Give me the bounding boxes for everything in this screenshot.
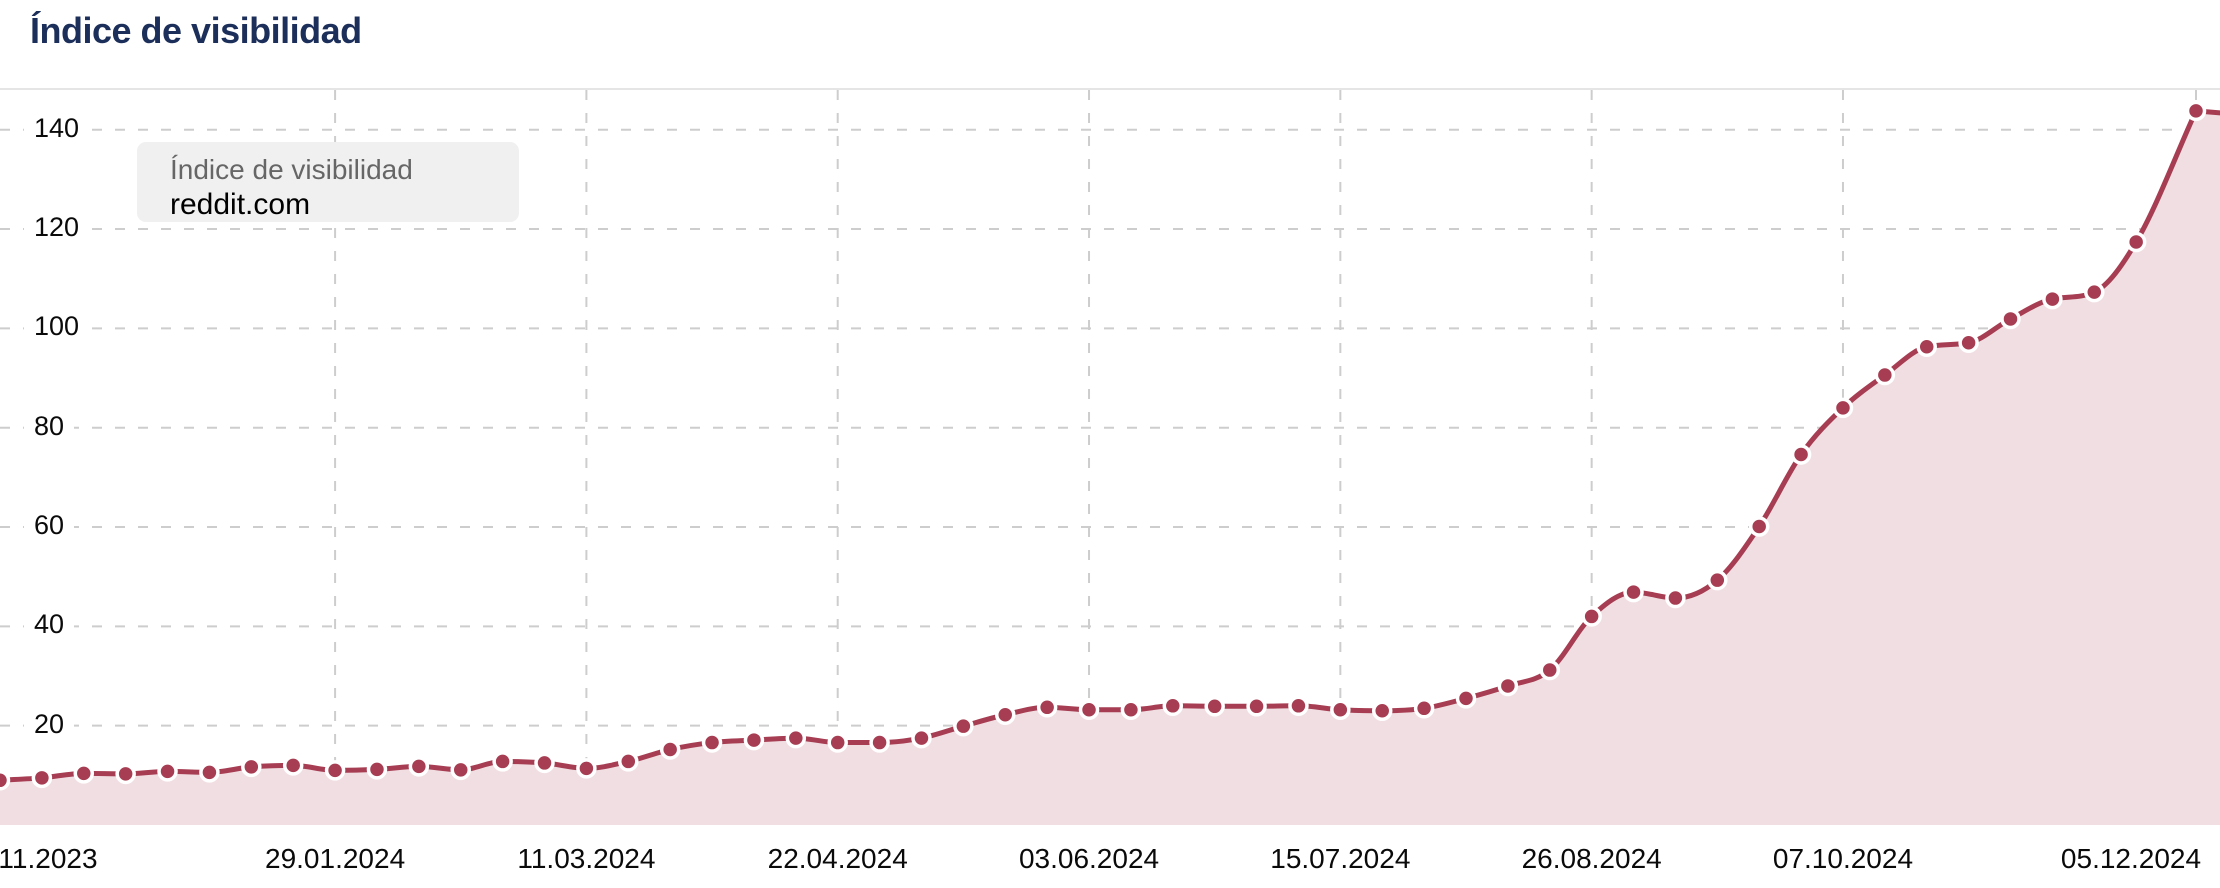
data-point[interactable] <box>1748 516 1770 537</box>
y-axis-tick-label: 20 <box>24 708 75 741</box>
data-point[interactable] <box>1497 675 1519 697</box>
data-point[interactable] <box>659 739 681 760</box>
data-point[interactable] <box>73 763 95 784</box>
x-axis-tick-label: 11.2023 <box>0 843 98 874</box>
data-point[interactable] <box>450 759 471 781</box>
data-point[interactable] <box>1078 699 1100 721</box>
y-axis-tick-label: 80 <box>24 410 75 443</box>
x-axis-tick-label: 26.08.2024 <box>1521 843 1662 874</box>
data-point[interactable] <box>1246 696 1267 717</box>
data-point[interactable] <box>534 752 555 774</box>
data-point[interactable] <box>0 770 11 791</box>
data-point[interactable] <box>576 758 597 779</box>
data-point[interactable] <box>1036 697 1058 718</box>
y-axis-tick-label: 40 <box>24 609 75 641</box>
data-point[interactable] <box>241 756 262 778</box>
x-axis-tick-label: 11.03.2024 <box>517 843 656 874</box>
data-point[interactable] <box>1120 699 1142 721</box>
x-axis-tick-label: 07.10.2024 <box>1772 843 1914 874</box>
data-point[interactable] <box>785 727 807 749</box>
x-axis-tick-label: 22.04.2024 <box>767 843 908 874</box>
y-axis-tick-label: 60 <box>24 509 75 542</box>
data-point[interactable] <box>2042 288 2063 310</box>
data-point[interactable] <box>492 751 513 772</box>
y-axis-tick-label: 100 <box>24 311 90 343</box>
data-point[interactable] <box>2125 231 2147 253</box>
data-point[interactable] <box>1455 688 1477 709</box>
data-point[interactable] <box>1413 698 1435 719</box>
x-axis-tick-label: 05.12.2024 <box>2060 843 2202 874</box>
x-axis-tick-label: 15.07.2024 <box>1270 843 1411 874</box>
data-point[interactable] <box>31 767 53 789</box>
data-point[interactable] <box>115 763 136 785</box>
data-point[interactable] <box>199 762 220 783</box>
data-point[interactable] <box>1832 397 1854 419</box>
chart-legend: Índice de visibilidad reddit.com <box>137 142 519 222</box>
x-axis-tick-label: 03.06.2024 <box>1018 843 1160 874</box>
data-point[interactable] <box>1958 332 1979 354</box>
page-title: Índice de visibilidad <box>30 10 362 51</box>
data-point[interactable] <box>1790 444 1812 465</box>
data-point[interactable] <box>1162 695 1184 717</box>
data-point[interactable] <box>157 761 178 782</box>
data-point[interactable] <box>1371 700 1393 722</box>
data-point[interactable] <box>1623 581 1644 603</box>
data-point[interactable] <box>1539 659 1561 681</box>
data-point[interactable] <box>1330 699 1351 721</box>
data-point[interactable] <box>743 729 765 751</box>
data-point[interactable] <box>282 755 304 776</box>
data-point[interactable] <box>911 727 932 749</box>
data-point[interactable] <box>1916 336 1937 358</box>
data-point[interactable] <box>366 759 388 780</box>
data-point[interactable] <box>324 760 346 781</box>
chart-canvas[interactable] <box>0 90 2220 888</box>
data-point[interactable] <box>827 732 848 753</box>
data-point[interactable] <box>1874 364 1896 386</box>
data-point[interactable] <box>408 756 430 777</box>
data-point[interactable] <box>953 715 974 737</box>
data-point[interactable] <box>1707 569 1728 591</box>
data-point[interactable] <box>2000 308 2021 330</box>
legend-metric-label: Índice de visibilidad <box>170 154 413 185</box>
data-point[interactable] <box>1665 587 1686 609</box>
data-point[interactable] <box>2185 100 2207 122</box>
data-point[interactable] <box>995 704 1016 725</box>
x-axis-tick-label: 29.01.2024 <box>265 843 406 874</box>
data-point[interactable] <box>701 732 723 753</box>
y-axis-tick-label: 120 <box>24 211 90 244</box>
data-point[interactable] <box>1204 696 1225 717</box>
data-point[interactable] <box>1288 695 1309 717</box>
legend-domain: reddit.com <box>170 188 311 221</box>
data-point[interactable] <box>1581 606 1602 627</box>
area-fill <box>0 110 2220 826</box>
header-divider <box>0 88 2220 90</box>
y-axis-tick-label: 140 <box>24 112 90 145</box>
data-point[interactable] <box>618 751 639 772</box>
data-point[interactable] <box>869 732 890 753</box>
visibility-chart[interactable]: 20 40 60 80 100 120 140 11.2023 29.01.2024 11.03… <box>0 90 2220 888</box>
data-point[interactable] <box>2084 281 2105 303</box>
